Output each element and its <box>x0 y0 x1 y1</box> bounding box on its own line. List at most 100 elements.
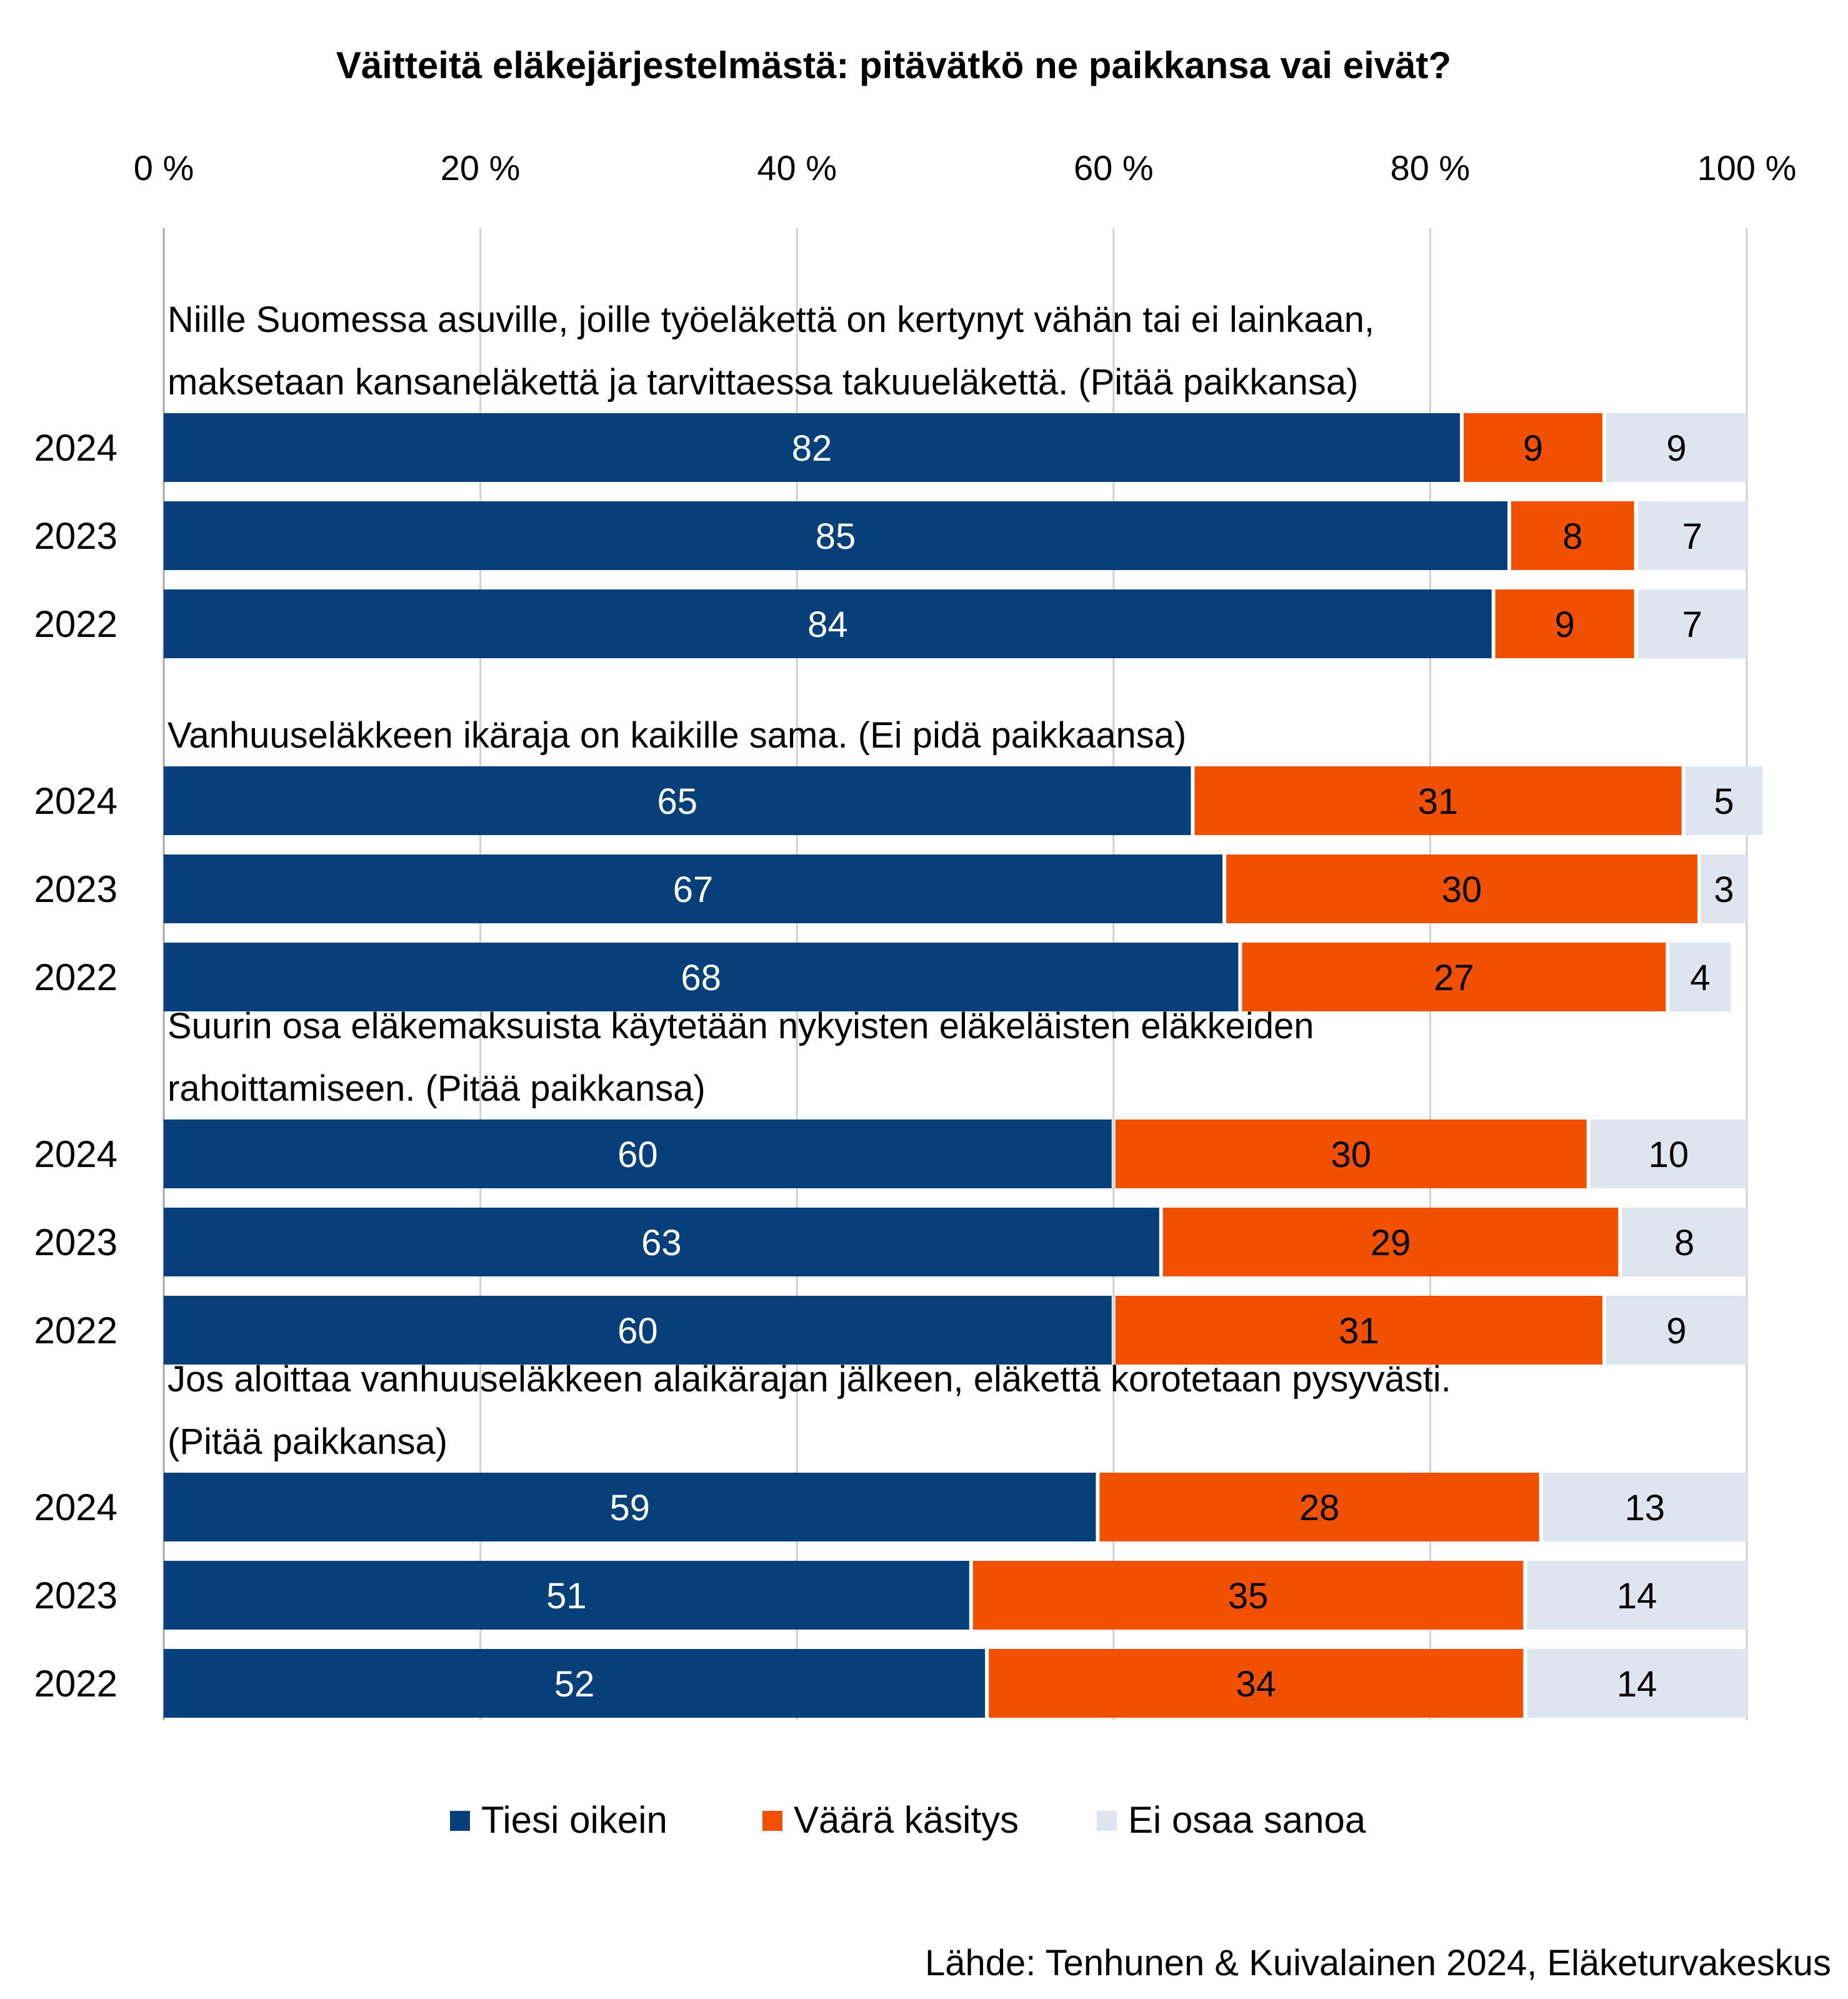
bar-segment <box>1194 766 1682 835</box>
data-label: 67 <box>673 869 714 910</box>
data-label: 65 <box>657 781 697 822</box>
bar-segment <box>164 589 1492 658</box>
statement-label: Suurin osa eläkemaksuista käytetään nyky… <box>167 1006 1314 1046</box>
data-label: 60 <box>617 1311 658 1351</box>
data-label: 7 <box>1682 604 1702 645</box>
year-label: 2022 <box>34 1310 117 1351</box>
bar-segment <box>1542 1473 1747 1541</box>
data-label: 8 <box>1562 516 1582 557</box>
data-label: 7 <box>1682 516 1702 557</box>
bar-segment <box>164 1561 969 1630</box>
bar-segment <box>164 1473 1096 1541</box>
year-label: 2023 <box>34 1221 117 1263</box>
year-label: 2024 <box>34 1133 117 1175</box>
data-label: 63 <box>641 1223 682 1263</box>
year-label: 2023 <box>34 1575 117 1616</box>
data-label: 9 <box>1523 428 1543 469</box>
statement-label: maksetaan kansaneläkettä ja tarvittaessa… <box>167 362 1358 403</box>
bar-segment <box>164 1649 986 1718</box>
bar-segment <box>164 1120 1112 1188</box>
bar-segment <box>164 1296 1112 1365</box>
bar-segment <box>989 1649 1524 1718</box>
data-label: 27 <box>1434 958 1474 998</box>
x-tick-label: 40 % <box>757 148 837 188</box>
bar-segment <box>164 943 1239 1011</box>
data-label: 4 <box>1690 958 1710 998</box>
bar-segment <box>1162 1208 1619 1276</box>
chart-title: Väitteitä eläkejärjestelmästä: pitävätkö… <box>336 44 1451 86</box>
bars: Niille Suomessa asuville, joille työeläk… <box>34 299 1763 1718</box>
statement-label: rahoittamiseen. (Pitää paikkansa) <box>167 1068 706 1109</box>
bar-segment <box>1464 413 1603 482</box>
data-label: 9 <box>1666 428 1686 469</box>
x-axis-ticks: 0 % 20 % 40 % 60 % 80 % 100 % <box>134 148 1797 188</box>
data-label: 8 <box>1674 1223 1694 1263</box>
data-label: 13 <box>1625 1488 1666 1528</box>
bar-segment <box>1099 1473 1539 1541</box>
year-label: 2024 <box>34 427 117 469</box>
data-label: 84 <box>807 604 848 645</box>
legend-swatch <box>450 1811 470 1831</box>
bar-segment <box>164 501 1508 570</box>
data-label: 59 <box>609 1488 650 1528</box>
bar-segment <box>1669 943 1731 1011</box>
data-label: 29 <box>1371 1223 1411 1263</box>
data-label: 68 <box>681 958 721 998</box>
bar-segment <box>164 766 1191 835</box>
bar-segment <box>1495 589 1634 658</box>
statement-label: Vanhuuseläkkeen ikäraja on kaikille sama… <box>167 715 1186 756</box>
year-label: 2022 <box>34 603 117 645</box>
data-label: 35 <box>1228 1576 1269 1616</box>
bar-segment <box>1622 1208 1747 1276</box>
bar-segment <box>1685 766 1763 835</box>
x-tick-label: 100 % <box>1697 148 1797 188</box>
legend: Tiesi oikein Väärä käsitys Ei osaa sanoa <box>450 1799 1366 1841</box>
bar-segment <box>1606 1296 1747 1365</box>
bar-segment <box>1590 1120 1747 1188</box>
data-label: 30 <box>1442 869 1482 910</box>
legend-swatch <box>1097 1811 1117 1831</box>
statement-label: Niille Suomessa asuville, joille työeläk… <box>167 299 1374 340</box>
bar-segment <box>1527 1561 1747 1630</box>
year-label: 2024 <box>34 1486 117 1528</box>
data-label: 30 <box>1331 1135 1371 1175</box>
data-label: 3 <box>1714 869 1734 910</box>
bar-segment <box>1115 1296 1603 1365</box>
bar-segment <box>1242 943 1666 1011</box>
data-label: 31 <box>1418 781 1459 822</box>
year-label: 2022 <box>34 956 117 998</box>
legend-label: Ei osaa sanoa <box>1128 1799 1366 1841</box>
year-label: 2023 <box>34 868 117 910</box>
bar-segment <box>1637 501 1747 570</box>
data-label: 85 <box>816 516 856 557</box>
bar-segment <box>1226 854 1698 923</box>
year-label: 2023 <box>34 515 117 557</box>
data-label: 34 <box>1236 1664 1277 1705</box>
data-label: 14 <box>1617 1576 1657 1616</box>
bar-segment <box>972 1561 1524 1630</box>
bar-segment <box>1527 1649 1747 1718</box>
data-label: 9 <box>1555 604 1575 645</box>
year-label: 2024 <box>34 780 117 822</box>
legend-label: Tiesi oikein <box>481 1799 667 1841</box>
bar-segment <box>1637 589 1747 658</box>
data-label: 14 <box>1617 1664 1657 1705</box>
bar-segment <box>164 413 1461 482</box>
x-tick-label: 20 % <box>441 148 521 188</box>
bar-segment <box>1115 1120 1587 1188</box>
data-label: 82 <box>792 428 832 469</box>
bar-segment <box>1701 854 1747 923</box>
data-label: 60 <box>617 1135 658 1175</box>
data-label: 5 <box>1714 781 1734 822</box>
bar-segment <box>164 854 1223 923</box>
data-label: 31 <box>1339 1311 1379 1351</box>
data-label: 51 <box>546 1576 587 1616</box>
statement-label: Jos aloittaa vanhuuseläkkeen alaikärajan… <box>167 1359 1451 1400</box>
data-label: 10 <box>1649 1135 1689 1175</box>
bar-segment <box>1511 501 1634 570</box>
legend-swatch <box>762 1811 782 1831</box>
statement-label: (Pitää paikkansa) <box>167 1421 447 1462</box>
x-tick-label: 60 % <box>1074 148 1154 188</box>
source-note: Lähde: Tenhunen & Kuivalainen 2024, Eläk… <box>925 1943 1831 1983</box>
